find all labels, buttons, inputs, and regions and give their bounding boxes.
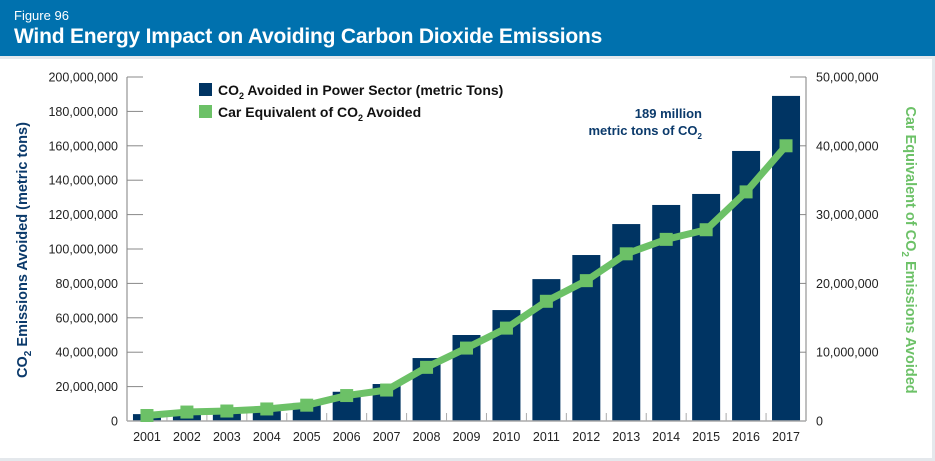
legend-label-line: Car Equivalent of CO2 Avoided — [218, 104, 421, 123]
line-point-2012 — [579, 274, 593, 288]
annotation-2017: 189 million metric tons of CO2 — [588, 106, 702, 141]
figure-number: Figure 96 — [14, 8, 69, 23]
line-point-2003 — [220, 404, 234, 418]
x-axis-tick-label: 2001 — [133, 430, 161, 444]
left-axis-tick-label: 100,000,000 — [48, 243, 118, 257]
line-point-2011 — [539, 294, 553, 308]
right-axis-tick-label: 30,000,000 — [816, 208, 879, 222]
left-axis-tick-label: 80,000,000 — [55, 277, 118, 291]
left-axis-tick-label: 20,000,000 — [55, 380, 118, 394]
line-point-2008 — [420, 360, 434, 374]
line-point-2001 — [140, 408, 154, 422]
right-axis-tick-label: 40,000,000 — [816, 139, 879, 153]
x-axis-tick-label: 2007 — [373, 430, 401, 444]
annotation-line-2: metric tons of CO2 — [588, 123, 702, 141]
header-divider — [0, 56, 935, 59]
legend-label-bar: CO2 Avoided in Power Sector (metric Tons… — [218, 82, 503, 101]
x-axis-tick-label: 2013 — [612, 430, 640, 444]
x-axis-tick-label: 2003 — [213, 430, 241, 444]
x-axis-tick-label: 2004 — [253, 430, 281, 444]
line-point-2006 — [340, 389, 354, 403]
right-axis-title: Car Equivalent of CO2 Emissions Avoided — [899, 106, 918, 393]
left-axis-tick-label: 160,000,000 — [48, 139, 118, 153]
x-axis-tick-label: 2011 — [533, 430, 560, 444]
x-axis-tick-label: 2014 — [652, 430, 680, 444]
line-point-2007 — [380, 383, 394, 397]
right-axis-tick-label: 0 — [816, 415, 823, 429]
left-axis-tick-label: 180,000,000 — [48, 105, 118, 119]
right-y-axis: 0 10,000,000 20,000,000 30,000,000 40,000,00… — [790, 71, 879, 429]
right-axis-tick-label: 50,000,000 — [816, 71, 879, 85]
x-axis-tick-label: 2009 — [453, 430, 481, 444]
frame-border-bottom — [0, 458, 935, 461]
left-y-axis: 0 20,000,000 40,000,000 60,000,000 80,000,00… — [48, 71, 143, 429]
right-axis-tick-label: 20,000,000 — [816, 277, 879, 291]
line-point-2013 — [619, 247, 633, 261]
line-point-2002 — [180, 405, 194, 419]
right-axis-tick-label: 10,000,000 — [816, 346, 879, 360]
frame-border-right — [932, 56, 935, 461]
x-axis-tick-label: 2002 — [173, 430, 201, 444]
chart-title: Wind Energy Impact on Avoiding Carbon Di… — [14, 25, 603, 48]
x-axis: 2001 2002 2003 2004 2005 2006 2007 2008 2009 2010… — [127, 413, 806, 444]
x-axis-tick-label: 2015 — [692, 430, 720, 444]
x-axis-tick-label: 2012 — [572, 430, 600, 444]
x-axis-tick-label: 2017 — [772, 430, 800, 444]
line-series — [140, 139, 793, 422]
line-point-2005 — [300, 398, 314, 412]
line-point-2017 — [779, 139, 793, 153]
x-axis-tick-label: 2016 — [732, 430, 760, 444]
x-axis-tick-label: 2008 — [413, 430, 441, 444]
left-axis-tick-label: 120,000,000 — [48, 208, 118, 222]
line-point-2016 — [739, 185, 753, 199]
left-axis-tick-label: 200,000,000 — [48, 71, 118, 85]
x-axis-tick-label: 2006 — [333, 430, 361, 444]
left-axis-title: CO2 Emissions Avoided (metric tons) — [15, 122, 34, 378]
annotation-line-1: 189 million — [635, 106, 702, 121]
line-point-2004 — [260, 402, 274, 416]
x-axis-tick-label: 2005 — [293, 430, 321, 444]
legend: CO2 Avoided in Power Sector (metric Tons… — [199, 82, 503, 123]
legend-swatch-bar — [199, 83, 212, 96]
bar-series — [132, 95, 801, 422]
line-point-2010 — [499, 321, 513, 335]
left-axis-tick-label: 0 — [111, 415, 118, 429]
left-axis-tick-label: 40,000,000 — [55, 346, 118, 360]
line-point-2015 — [699, 223, 713, 237]
x-axis-tick-label: 2010 — [493, 430, 521, 444]
left-axis-tick-label: 60,000,000 — [55, 311, 118, 325]
line-point-2009 — [460, 341, 473, 355]
line-point-2014 — [659, 232, 673, 246]
legend-swatch-line — [199, 105, 212, 118]
left-axis-tick-label: 140,000,000 — [48, 174, 118, 188]
figure-header: Figure 96 Wind Energy Impact on Avoiding… — [0, 0, 935, 56]
